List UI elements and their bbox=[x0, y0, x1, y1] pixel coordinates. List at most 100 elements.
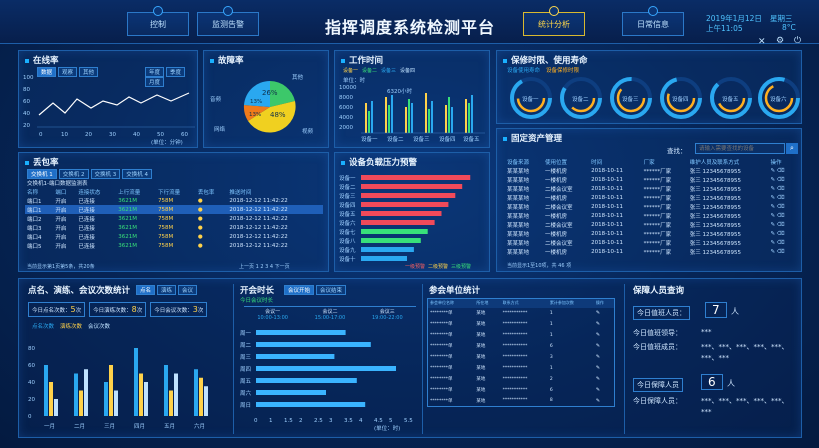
nav-control-button[interactable]: 控制 bbox=[127, 6, 189, 36]
edit-icon[interactable]: ✎ bbox=[595, 397, 601, 404]
duty-unit: 人 bbox=[731, 307, 739, 316]
table-cell: ******厂家 bbox=[643, 231, 672, 238]
row-actions[interactable]: ✎ ⌫ bbox=[770, 194, 785, 201]
tab-observe[interactable]: 观察 bbox=[58, 67, 78, 77]
table-row[interactable]: 某某某地 一楼机房 2018-10-11 ******厂家 张三 12345678955… bbox=[505, 211, 795, 220]
table-row[interactable]: 某某某地 一楼机房 2018-10-11 ******厂家 张三 12345678955… bbox=[505, 193, 795, 202]
col-header: 连接状态 bbox=[78, 189, 101, 196]
gauge-label: 设备二 bbox=[572, 95, 589, 103]
power-icon[interactable]: ⏻ bbox=[794, 36, 802, 46]
month-label: 一月 bbox=[44, 423, 55, 430]
meeting-today: 今日会议时长 bbox=[240, 298, 274, 304]
day-label: 周日 bbox=[240, 402, 251, 409]
row-actions[interactable]: ✎ ⌫ bbox=[770, 230, 785, 237]
row-actions[interactable]: ✎ ⌫ bbox=[770, 176, 785, 183]
edit-icon[interactable]: ✎ bbox=[595, 343, 601, 349]
table-row[interactable]: 某某某地 二楼会议室 2018-10-11 ******厂家 张三 1234567895… bbox=[505, 202, 795, 211]
table-row[interactable]: 端口2 开启 已连接 3621M 758M ● 2018-12-12 11:42:22 bbox=[25, 214, 323, 223]
tab-switch-3[interactable]: 交换机 3 bbox=[90, 169, 121, 179]
table-row[interactable]: 某某某地 二楼会议室 2018-10-11 ******厂家 张三 1234567895… bbox=[505, 184, 795, 193]
duty-count: 7 bbox=[705, 302, 727, 318]
table-row[interactable]: 端口1 开启 已连接 3621M 758M ● 2018-12-12 11:42:22 bbox=[25, 205, 323, 214]
table-row[interactable]: ********单 某地 *********** 1 ✎ bbox=[428, 319, 615, 330]
y-tick: 20 bbox=[23, 123, 30, 129]
tab-switch-1[interactable]: 交换机 1 bbox=[27, 169, 57, 179]
row-actions[interactable]: ✎ ⌫ bbox=[770, 239, 785, 246]
edit-icon[interactable]: ✎ bbox=[595, 387, 601, 393]
table-row[interactable]: ********单 某地 *********** 2 ✎ bbox=[428, 374, 615, 385]
table-row[interactable]: 某某某地 一楼机房 2018-10-11 ******厂家 张三 12345678955… bbox=[505, 175, 795, 184]
tab-drill[interactable]: 演练 bbox=[157, 285, 177, 295]
nav-stats-button[interactable]: 统计分析 bbox=[523, 6, 585, 36]
x-tick: 3 bbox=[329, 418, 333, 424]
table-cell: 二楼会议室 bbox=[545, 204, 573, 211]
table-cell: 开启 bbox=[55, 225, 67, 232]
drill-counts: 今日点名次数：5次 今日演练次数：8次 今日会议次数：3次 bbox=[28, 302, 208, 317]
worktime-x-ticks: 设备一 设备二 设备三 设备四 设备五 bbox=[361, 135, 480, 143]
row-actions[interactable]: ✎ ⌫ bbox=[770, 167, 785, 174]
edit-icon[interactable]: ✎ bbox=[595, 354, 601, 360]
tab-rollcall[interactable]: 点名 bbox=[136, 285, 156, 295]
table-cell: 2018-12-12 11:42:22 bbox=[227, 205, 323, 214]
table-cell: ********单 bbox=[430, 355, 453, 360]
table-row[interactable]: 某某某地 一楼机房 2018-10-11 ******厂家 张三 12345678955… bbox=[505, 166, 795, 175]
row-actions[interactable]: ✎ ⌫ bbox=[770, 212, 785, 219]
table-row[interactable]: 端口5 开启 已连接 3621M 758M ● 2018-12-12 11:42:22 bbox=[25, 241, 323, 250]
table-row[interactable]: 某某某地 二楼会议室 2018-10-11 ******厂家 张三 1234567895… bbox=[505, 238, 795, 247]
edit-icon[interactable]: ✎ bbox=[595, 310, 601, 316]
table-row[interactable]: 端口4 开启 已连接 3621M 758M ● 2018-12-12 11:42:22 bbox=[25, 232, 323, 241]
table-row[interactable]: ********单 某地 *********** 1 ✎ bbox=[428, 363, 615, 374]
panel-title: 保修时限、使用寿命 bbox=[503, 54, 588, 66]
table-row[interactable]: ********单 某地 *********** 3 ✎ bbox=[428, 352, 615, 363]
tab-switch-4[interactable]: 交换机 4 bbox=[122, 169, 152, 179]
meeting-unit: (单位：时) bbox=[374, 424, 400, 432]
nav-dot-icon bbox=[223, 6, 233, 16]
row-actions[interactable]: ✎ ⌫ bbox=[770, 203, 785, 210]
search-input[interactable] bbox=[695, 143, 785, 154]
tab-data[interactable]: 数据 bbox=[37, 67, 57, 77]
tab-meeting[interactable]: 会议 bbox=[178, 285, 198, 295]
nav-monitor-button[interactable]: 监测告警 bbox=[197, 6, 259, 36]
packet-footer: 当前显示第1页第5条，共20条 bbox=[27, 264, 95, 270]
day-label: 周四 bbox=[240, 366, 251, 373]
tab-other[interactable]: 其他 bbox=[79, 67, 99, 77]
packet-pager[interactable]: 上一页 1 2 3 4 下一页 bbox=[239, 264, 290, 270]
bar bbox=[368, 111, 370, 133]
tab-month[interactable]: 月度 bbox=[145, 77, 165, 87]
mute-icon[interactable]: ✕ bbox=[758, 37, 766, 47]
nav-daily-button[interactable]: 日常信息 bbox=[622, 6, 684, 36]
worktime-legend: 设备一 设备二 设备三 设备四 bbox=[343, 67, 415, 74]
x-tick: 1.5 bbox=[284, 418, 293, 424]
tab-meeting-start[interactable]: 会议开始 bbox=[284, 285, 315, 295]
table-row[interactable]: 端口3 开启 已连接 3621M 758M ● 2018-12-12 11:42:22 bbox=[25, 223, 323, 232]
edit-icon[interactable]: ✎ bbox=[595, 321, 601, 327]
tab-switch-2[interactable]: 交换机 2 bbox=[58, 169, 89, 179]
drills-tabs: 点名 演练 会议 bbox=[136, 285, 199, 295]
edit-icon[interactable]: ✎ bbox=[595, 332, 601, 338]
bar bbox=[445, 105, 447, 133]
day-label: 周一 bbox=[240, 330, 252, 337]
table-cell: 2018-10-11 bbox=[591, 167, 624, 174]
tab-quarter[interactable]: 季度 bbox=[166, 67, 186, 77]
table-row[interactable]: ********单 某地 *********** 6 ✎ bbox=[428, 385, 615, 396]
row-actions[interactable]: ✎ ⌫ bbox=[770, 185, 785, 192]
table-row[interactable]: 某某某地 一楼机房 2018-10-11 ******厂家 张三 12345678955… bbox=[505, 229, 795, 238]
table-row[interactable]: 某某某地 一楼机房 2018-10-11 ******厂家 张三 12345678955… bbox=[505, 247, 795, 256]
row-actions[interactable]: ✎ ⌫ bbox=[770, 248, 785, 255]
device-label: 设备二 bbox=[339, 183, 356, 191]
table-row[interactable]: ********单 某地 *********** 6 ✎ bbox=[428, 341, 615, 352]
y-tick: 6000 bbox=[339, 105, 353, 111]
drills-section: 点名、演练、会议次数统计 点名 演练 会议 今日点名次数：5次 今日演练次数：8次 … bbox=[28, 284, 228, 434]
table-row[interactable]: ********单 某地 *********** 1 ✎ bbox=[428, 308, 615, 319]
table-row[interactable]: 端口1 开启 已连接 3621M 758M ● 2018-12-12 11:42:22 bbox=[25, 196, 323, 205]
x-tick: 4 bbox=[359, 418, 363, 424]
edit-icon[interactable]: ✎ bbox=[595, 365, 601, 371]
tab-meeting-end[interactable]: 会议结束 bbox=[316, 285, 347, 295]
settings-icon[interactable]: ⚙ bbox=[776, 36, 785, 46]
table-row[interactable]: 某某某地 二楼会议室 2018-10-11 ******厂家 张三 1234567895… bbox=[505, 220, 795, 229]
search-icon[interactable]: ⌕ bbox=[786, 143, 798, 154]
table-row[interactable]: ********单 某地 *********** 8 ✎ bbox=[428, 396, 615, 407]
edit-icon[interactable]: ✎ bbox=[595, 376, 601, 382]
table-row[interactable]: ********单 某地 *********** 1 ✎ bbox=[428, 330, 615, 341]
row-actions[interactable]: ✎ ⌫ bbox=[770, 221, 785, 228]
